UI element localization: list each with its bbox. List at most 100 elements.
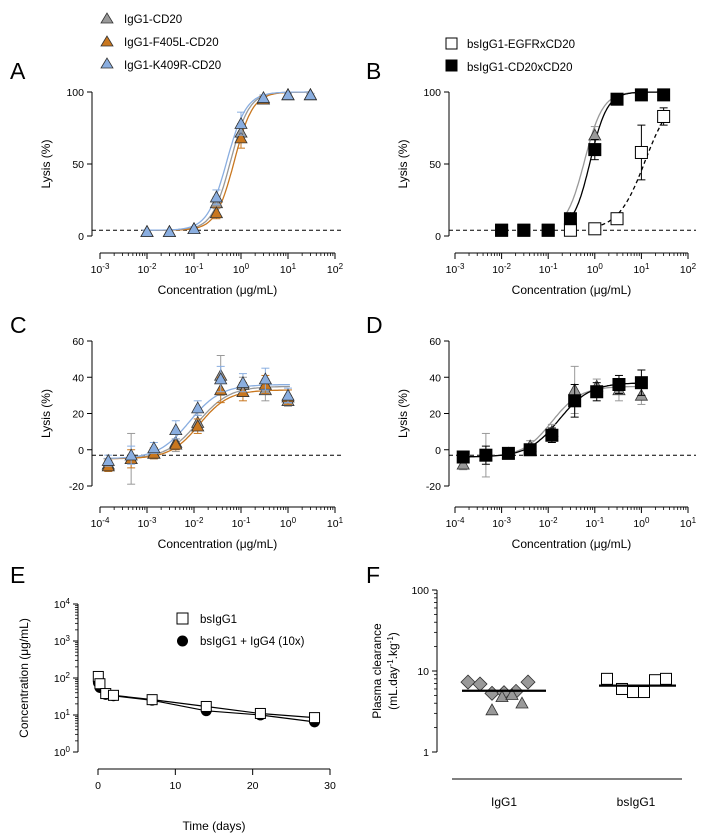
x-tick-label: 100 [633, 516, 650, 531]
data-point [515, 696, 529, 709]
x-axis-label: Concentration (μg/mL) [512, 537, 632, 551]
legend-a: IgG1-CD20 IgG1-F405L-CD20 IgG1-K409R-CD2… [100, 12, 221, 72]
x-tick-label: 10-2 [185, 516, 204, 531]
data-point [520, 674, 536, 690]
data-point [303, 88, 318, 101]
y-tick-label: 20 [429, 409, 441, 421]
data-point [107, 689, 119, 701]
data-point [612, 378, 626, 391]
series-bsigg1-cd20xcd20 [495, 88, 671, 237]
data-point [101, 453, 115, 466]
x-tick-label: 10-4 [91, 516, 110, 531]
data-point [660, 672, 672, 685]
y-axis-label: Plasma clearance [370, 623, 384, 719]
x-tick-label: 100 [280, 516, 297, 531]
data-point [601, 672, 613, 685]
y-tick-label: 101 [54, 708, 71, 723]
data-point [209, 206, 224, 219]
panel-label-a: A [10, 58, 26, 84]
data-point [140, 224, 154, 237]
x-tick-label: 102 [327, 262, 344, 277]
data-point [517, 223, 531, 237]
y-tick-label: 103 [54, 634, 71, 649]
fit-curve-2 [565, 91, 666, 224]
x-tick-label: 10-4 [446, 516, 465, 531]
x-tick-label: 10-3 [138, 516, 157, 531]
data-point [236, 375, 250, 388]
x-axis-label: Concentration (μg/mL) [158, 537, 278, 551]
data-point [256, 90, 271, 103]
panel-label-e: E [10, 562, 25, 588]
legend-a-label-3: IgG1-K409R-CD20 [124, 60, 221, 72]
chart-panel-f: 1 10 100 IgG1 bsIgG1 Plasma clearance (mL.day-… [370, 585, 682, 809]
x-tick-label: 101 [680, 516, 697, 531]
series-bsigg1-cd20xcd20 [456, 369, 648, 465]
x-tick-label: 10 [169, 780, 181, 792]
x-tick-label: 100 [587, 262, 604, 277]
y-tick-label: 20 [72, 409, 84, 421]
x-tick-label: 10-1 [185, 262, 204, 277]
data-point [649, 674, 661, 687]
data-point [162, 224, 177, 237]
data-point [169, 422, 183, 436]
series-igg1-f405l-cd20 [140, 88, 318, 237]
x-tick-label: 10-1 [585, 516, 604, 531]
x-tick-label: 10-3 [446, 262, 465, 277]
data-point [501, 446, 515, 460]
series-bsigg1 [92, 670, 321, 724]
x-tick-label: 101 [327, 516, 344, 531]
series-igg1-k409r-cd20 [140, 88, 318, 237]
chart-panel-e: 100 101 102 103 104 0 10 20 30 Time (days) Concent… [17, 597, 336, 834]
y-tick-label: 0 [435, 445, 441, 457]
data-point [495, 689, 509, 703]
category-label: IgG1 [491, 795, 517, 809]
legend-b-label-1: bsIgG1-EGFRxCD20 [467, 39, 575, 51]
data-point [563, 223, 577, 237]
data-point [610, 212, 624, 226]
y-tick-label: 40 [72, 372, 84, 384]
x-tick-label: 10-2 [539, 516, 558, 531]
panel-label-b: B [366, 58, 381, 84]
y-tick-label: 0 [435, 231, 441, 243]
data-point [456, 450, 470, 464]
panel-label-d: D [366, 312, 383, 338]
x-tick-label: 10-3 [492, 516, 511, 531]
y-axis-label: Lysis (%) [396, 389, 410, 438]
y-tick-label: 1 [423, 747, 429, 759]
legend-a-marker-2 [100, 35, 114, 47]
data-point [484, 685, 500, 701]
legend-b-marker-2 [445, 59, 458, 72]
data-point [200, 700, 212, 712]
x-axis-label: Concentration (μg/mL) [158, 283, 278, 297]
x-axis-label: Time (days) [183, 819, 246, 833]
x-tick-label: 10-2 [492, 262, 511, 277]
legend-e-marker-2 [177, 635, 188, 647]
data-point [124, 448, 138, 461]
data-point [234, 116, 248, 129]
y-tick-label: 60 [72, 336, 84, 348]
data-point [657, 109, 671, 123]
data-point [568, 394, 582, 408]
x-tick-label: 102 [680, 262, 697, 277]
chart-panel-a: 0 50 100 10-3 10-2 10-1 100 101 102 Concentration… [39, 87, 344, 297]
data-point [627, 686, 639, 699]
data-point [588, 128, 602, 141]
x-tick-label: 101 [633, 262, 650, 277]
y-tick-label: 0 [78, 445, 84, 457]
x-tick-label: 10-3 [91, 262, 110, 277]
y-tick-label: 0 [78, 231, 84, 243]
y-tick-label: 102 [54, 671, 71, 686]
data-point [479, 448, 493, 462]
legend-a-label-2: IgG1-F405L-CD20 [124, 37, 219, 49]
data-point [588, 143, 602, 157]
y-tick-label: 50 [429, 159, 441, 171]
data-point [634, 145, 648, 159]
data-point [657, 88, 671, 102]
x-tick-label: 101 [280, 262, 297, 277]
chart-panel-d: -20 0 20 40 60 10-4 10-3 10-2 10-1 100 101 Concentr… [396, 336, 697, 551]
data-point [590, 385, 604, 399]
data-point [187, 221, 201, 235]
legend-a-marker-3 [100, 57, 114, 69]
data-point [147, 441, 161, 454]
